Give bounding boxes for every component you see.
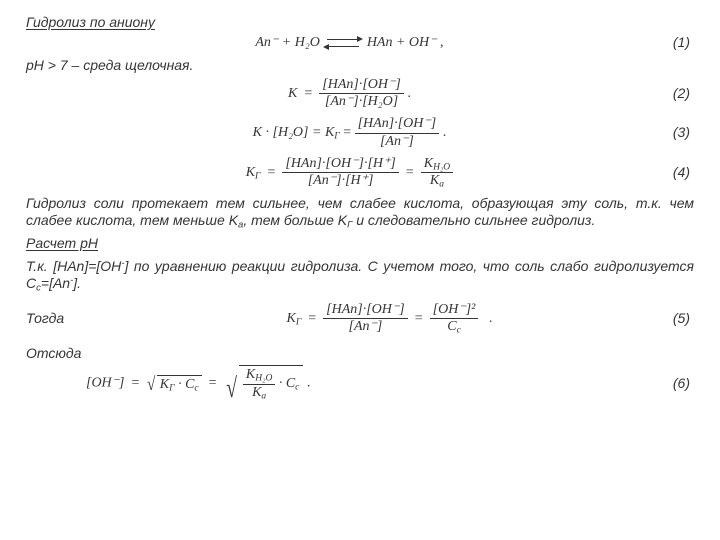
equation-5: KГ = [HAn]·[OH⁻] [An⁻] = [OH⁻]² Cс . <box>106 302 673 335</box>
eq6-rad2-top-s: H₂O <box>255 374 272 384</box>
eq2-K: K <box>288 86 297 101</box>
eq5-den2-s: с <box>457 326 461 336</box>
eq5-number: (5) <box>673 310 694 327</box>
equation-5-row: Тогда KГ = [HAn]·[OH⁻] [An⁻] = [OH⁻]² Cс… <box>26 302 694 335</box>
eq5-num2: [OH⁻]² <box>430 302 479 319</box>
eq4-K-sub: Г <box>255 171 260 181</box>
eq2-number: (2) <box>673 85 694 102</box>
equation-2: K = [HAn]·[OH⁻] [An⁻]·[H₂O] . <box>26 77 673 110</box>
eq2-dot: . <box>407 86 411 101</box>
eq3-numerator: [HAn]·[OH⁻] <box>355 116 440 133</box>
eq6-rad2-bot-a: K <box>252 385 261 400</box>
tk-d: ]. <box>73 275 81 291</box>
eq2-numerator: [HAn]·[OH⁻] <box>319 77 404 94</box>
eq3-number: (3) <box>673 124 694 141</box>
sqrt-icon: √ KH₂O Ka · Cс <box>224 365 304 401</box>
equation-1-row: An⁻ + H₂O HAn + OH⁻ , (1) <box>26 34 694 51</box>
equation-6: [OH⁻] = √ KГ · Cс = √ KH₂O Ka · Cс . <box>26 365 673 401</box>
eq2-denominator: [An⁻]·[H₂O] <box>319 94 404 110</box>
tk-a: Т.к. [HAn]=[OH <box>26 258 121 274</box>
heading-calc-ph: Расчет pH <box>26 235 98 251</box>
eq3-denominator: [An⁻] <box>355 134 440 150</box>
reversible-arrow-icon <box>323 36 363 50</box>
eq6-rad1-bs: с <box>194 383 198 393</box>
eq6-rad2-tail-s: с <box>295 383 299 393</box>
equation-4-row: KГ = [HAn]·[OH⁻]·[H⁺] [An⁻]·[H⁺] = KH₂O … <box>26 156 694 189</box>
eq1-comma: , <box>440 35 444 50</box>
eq4-num1: [HAn]·[OH⁻]·[H⁺] <box>282 156 398 173</box>
para1-b: , тем больше K <box>243 212 347 228</box>
eq1-rhs: HAn + OH⁻ <box>367 35 437 50</box>
eq6-lhs: [OH⁻] <box>86 376 125 391</box>
eq5-num1: [HAn]·[OH⁻] <box>323 302 408 319</box>
eq6-rad1-mid: · C <box>175 377 195 392</box>
eq5-den1: [An⁻] <box>323 319 408 335</box>
ph-line: pH > 7 – среда щелочная. <box>26 57 694 74</box>
tk-line: Т.к. [HAn]=[OH-] по уравнению реакции ги… <box>26 258 694 292</box>
eq6-rad1-a: K <box>160 377 169 392</box>
heading-anion-hydrolysis: Гидролиз по аниону <box>26 14 155 30</box>
eq1-lhs: An⁻ + H₂O <box>255 35 319 50</box>
eq5-K: K <box>287 311 296 326</box>
label-hence: Отсюда <box>26 345 81 361</box>
tk-b: ] по уравнению реакции гидролиза. С учет… <box>26 258 694 291</box>
eq4-den2-s: a <box>439 179 444 189</box>
eq4-num2-n: K <box>424 156 433 171</box>
sqrt-icon: √ KГ · Cс <box>146 375 201 393</box>
eq1-number: (1) <box>673 34 694 51</box>
eq4-K: K <box>246 164 255 179</box>
equation-3: K · [H₂O] = KГ = [HAn]·[OH⁻] [An⁻] . <box>26 116 673 149</box>
equation-1: An⁻ + H₂O HAn + OH⁻ , <box>26 34 673 51</box>
eq6-rad2-tail: · C <box>275 376 295 391</box>
eq3-dot: . <box>443 125 447 140</box>
eq3-equals: = <box>343 125 354 140</box>
explanation-paragraph: Гидролиз соли протекает тем сильнее, чем… <box>26 195 694 229</box>
label-then: Тогда <box>26 310 106 327</box>
eq4-number: (4) <box>673 164 694 181</box>
eq6-number: (6) <box>673 375 694 392</box>
eq6-dot: . <box>307 376 311 391</box>
eq6-rad2-top-a: K <box>246 367 255 382</box>
eq5-K-sub: Г <box>296 318 301 328</box>
eq3-pre-sub: Г <box>334 132 339 142</box>
equation-6-row: [OH⁻] = √ KГ · Cс = √ KH₂O Ka · Cс . (6) <box>26 365 694 401</box>
eq6-rad2-bot-s: a <box>261 391 266 401</box>
eq5-dot: . <box>489 311 493 326</box>
para1-c: и следовательно сильнее гидролиз. <box>352 212 595 228</box>
eq5-den2-n: C <box>447 319 456 334</box>
equation-4: KГ = [HAn]·[OH⁻]·[H⁺] [An⁻]·[H⁺] = KH₂O … <box>26 156 673 189</box>
eq3-pre: K · [H₂O] = K <box>253 125 335 140</box>
eq4-den2-n: K <box>430 173 439 188</box>
equation-3-row: K · [H₂O] = KГ = [HAn]·[OH⁻] [An⁻] . (3) <box>26 116 694 149</box>
equation-2-row: K = [HAn]·[OH⁻] [An⁻]·[H₂O] . (2) <box>26 77 694 110</box>
tk-c: =[An <box>41 275 70 291</box>
eq4-num2-s: H₂O <box>433 162 450 172</box>
eq4-den1: [An⁻]·[H⁺] <box>282 173 398 189</box>
